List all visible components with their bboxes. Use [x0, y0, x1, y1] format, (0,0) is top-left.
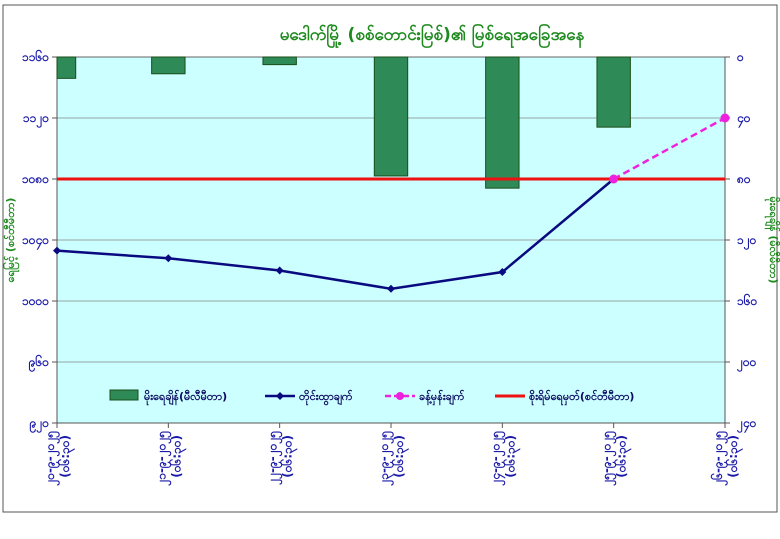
forecast-line: [613, 116, 726, 181]
forecast-point: [720, 113, 730, 123]
y-tick-label-left: ၁၁၆၀: [22, 48, 49, 64]
x-tick-label-date: ၂၂-၉-၂၀၂၅: [266, 431, 284, 486]
y-tick-label-right: ၄၀: [736, 111, 751, 129]
observed-point: [275, 266, 284, 275]
observed-point: [498, 268, 507, 277]
x-tick-label-date: ၂၅-၉-၂၀၂၅: [600, 431, 618, 487]
x-tick-label: ၂၂-၉-၂၀၂၅ (၀၆:၃၀): [266, 431, 299, 486]
legend-marker: [396, 392, 404, 400]
rainfall-bar: [373, 56, 409, 177]
legend-marker: [276, 392, 284, 400]
observed-line: [56, 178, 615, 291]
x-tick-label-time: (၀၆:၃၀): [501, 435, 521, 478]
x-tick-label: ၂၃-၉-၂၀၂၅ (၀၆:၃၀): [377, 431, 410, 487]
x-tick-label: ၂၅-၉-၂၀၂၅ (၀၆:၃၀): [600, 431, 633, 487]
y-tick-label-right: ၁၂၀: [737, 233, 757, 251]
y-tick-label-left: ၁၁၂၀: [23, 111, 49, 129]
y-tick-label-left: ၁၀၀၀: [22, 294, 49, 308]
legend-label: မိုးရေချိန်(မီလီမီတာ): [144, 389, 227, 406]
chart-title: မဒေါက်မြို့ (စစ်တောင်းမြစ်)၏ မြစ်ရေအခြေအ…: [280, 22, 585, 49]
x-tick-label-time: (၀၆:၃၀): [390, 435, 410, 478]
rainfall-bar: [151, 56, 186, 75]
rainfall-bar: [485, 56, 520, 189]
observed-point: [387, 284, 395, 293]
y-tick-label-right: ၂၀၀: [736, 355, 757, 373]
legend: မိုးရေချိန်(မီလီမီတာ) တိုင်းထွာချက် ခန့်မှ…: [109, 389, 634, 406]
x-tick-label: ၂၀-၉-၂၀၂၅ (၀၆:၃၀): [43, 431, 76, 487]
y-tick-label-left: ၉၆၀: [28, 353, 50, 373]
x-tick-label-time: (၀၆:၃၀): [279, 435, 299, 478]
rainfall-bar: [596, 56, 631, 128]
observed-point: [164, 254, 173, 263]
x-tick-label-date: ၂၀-၉-၂၀၂၅: [43, 431, 61, 487]
legend-label: ခန့်မှန်းချက်: [419, 389, 465, 406]
y-tick-label-right: ၂၄၀: [736, 416, 757, 434]
legend-label: စိုးရိမ်ရေမှတ်(စင်တီမီတာ): [529, 389, 634, 406]
x-tick-label-time: (၀၆:၃၀): [613, 435, 633, 478]
legend-item: စိုးရိမ်ရေမှတ်(စင်တီမီတာ): [495, 389, 634, 406]
x-tick-label-date: ၂၃-၉-၂၀၂၅: [377, 431, 395, 487]
y-tick-label-right: ၁၆၀: [737, 292, 758, 308]
forecast-point: [609, 174, 619, 184]
x-tick-label: ၂၆-၉-၂၀၂၅ (၀၆:၃၀): [709, 431, 744, 487]
x-tick-label-date: ၂၁-၉-၂၀၂၅: [154, 431, 172, 487]
y-axis-label-left: ရေမြင့် (စင်တီမီတာ): [2, 198, 20, 283]
legend-item: တိုင်းထွာချက်: [265, 389, 353, 406]
y-tick-label-left: ၁၀၄၀: [22, 233, 49, 251]
y-tick-label-right: ၀: [736, 50, 744, 64]
x-tick-label-time: (၀၆:၃၀): [167, 435, 187, 478]
y-tick-label-right: ၈၀: [736, 172, 751, 186]
x-tick-label-time: (၀၆:၃၀): [56, 435, 76, 478]
legend-label: တိုင်းထွာချက်: [299, 389, 353, 406]
legend-item: ခန့်မှန်းချက်: [385, 389, 465, 406]
rainfall-bar: [56, 56, 77, 79]
y-tick-label-left: ၉၂၀: [29, 416, 50, 434]
x-tick-label-time: (၀၆:၃၀): [724, 435, 744, 478]
observed-point: [53, 246, 61, 255]
legend-swatch: [109, 389, 139, 401]
rainfall-bar: [262, 56, 297, 66]
legend-item: မိုးရေချိန်(မီလီမီတာ): [109, 389, 227, 406]
x-tick-label-date: ၂၆-၉-၂၀၂၅: [709, 431, 729, 487]
plot-area: ၉၂၀ ၉၆၀ ၁၀၀၀ ၁၀၄၀ ၁၀၈၀ ၁၁၂၀ ၁၁၆၀ ၀၄၀၈၀၁၂၀၁၆၀၂၀၀…: [22, 48, 758, 487]
x-tick-label: ၂၁-၉-၂၀၂၅ (၀၆:၃၀): [154, 431, 187, 487]
x-tick-label: ၂၄-၉-၂၀၂၅ (၀၆:၃၀): [488, 431, 521, 487]
y-axis-label-right: မိုးရေချိန် (မီလီမီတာ): [764, 197, 780, 284]
x-tick-label-date: ၂၄-၉-၂၀၂၅: [488, 431, 506, 487]
y-tick-label-left: ၁၀၈၀: [22, 172, 49, 186]
